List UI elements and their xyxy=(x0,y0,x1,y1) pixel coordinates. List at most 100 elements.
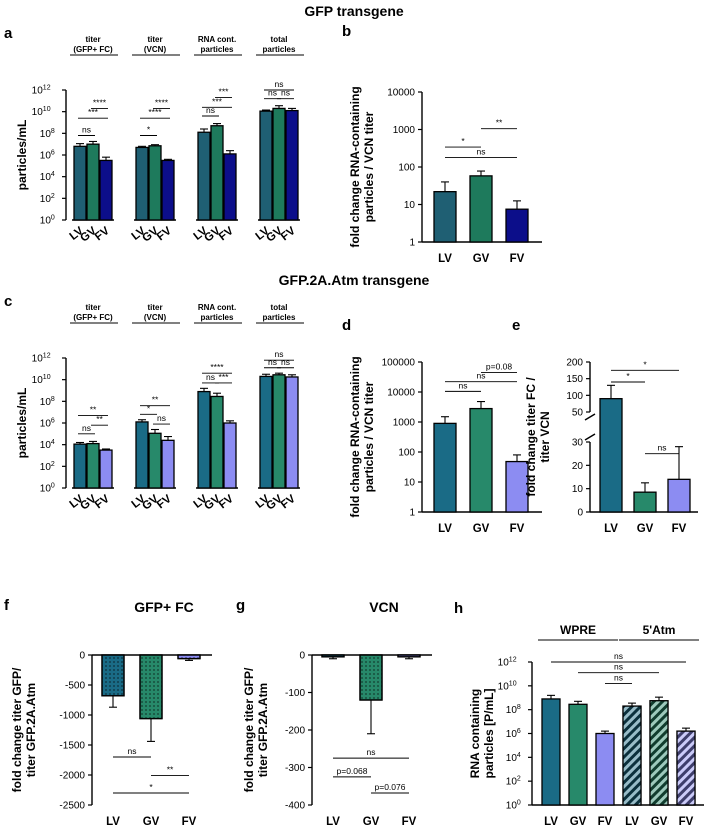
h-ylabel-line: particles [P/mL] xyxy=(482,688,496,778)
f-GV-bar-pattern xyxy=(139,654,163,720)
f-y-tick-label: -2000 xyxy=(59,771,85,782)
h-y-tick-label: 102 xyxy=(506,776,521,788)
e-FV-bar xyxy=(667,478,691,513)
h-y-tick-exp: 8 xyxy=(517,704,521,711)
c-y-tick-exp: 8 xyxy=(51,396,55,403)
g-LV-bar-pattern xyxy=(321,654,345,658)
h-y-tick-label: 1012 xyxy=(498,657,517,669)
a-cat: FV xyxy=(279,225,298,244)
a-group-label: total xyxy=(271,35,288,44)
a-FV-bar xyxy=(161,159,175,221)
c-y-tick-label: 100 xyxy=(40,483,55,495)
h-y-tick-exp: 4 xyxy=(517,752,521,759)
a-y-tick-exp: 4 xyxy=(51,171,55,178)
a-sig-label: * xyxy=(147,125,151,135)
c-sig-label: ns xyxy=(206,372,215,382)
e-cat-label: GV xyxy=(637,523,654,535)
c-y-tick-label: 102 xyxy=(40,461,55,473)
a-sig-label: **** xyxy=(155,97,169,107)
a-sig-label: ns xyxy=(281,88,290,98)
a-y-tick-label: 100 xyxy=(40,215,55,227)
a-group-label: titer xyxy=(147,35,162,44)
h-GV-bar xyxy=(568,703,588,806)
d-y-tick-label: 100 xyxy=(398,448,415,459)
e-y-tick-label: 10 xyxy=(572,484,584,495)
g-cat-label: LV xyxy=(326,816,340,828)
f-y-tick-label: 0 xyxy=(79,651,85,662)
c-LV-bar xyxy=(73,443,87,489)
d-cat-label: LV xyxy=(438,523,452,535)
h-y-tick-label: 108 xyxy=(506,704,521,716)
c-sig-label: ns xyxy=(157,413,166,423)
d-y-tick-label: 10 xyxy=(404,478,416,489)
panel-label-h: h xyxy=(454,600,463,617)
c-y-tick-exp: 4 xyxy=(51,439,55,446)
h-LV-bar-pattern xyxy=(622,705,642,806)
b-ylabel: fold change RNA-containing particles / VC… xyxy=(348,86,376,247)
f-ylabel: fold change titer GFP/titer GFP.2A.Atm xyxy=(10,667,38,792)
a-GV-bar xyxy=(86,143,100,221)
a-y-tick-exp: 6 xyxy=(51,150,55,157)
c-cat-label: FV xyxy=(279,493,298,512)
c-sig-label: * xyxy=(147,403,151,413)
a-y-tick-label: 106 xyxy=(40,150,55,162)
e-GV-bar xyxy=(633,491,657,513)
a-sig-label: **** xyxy=(93,97,107,107)
f-cat-label: LV xyxy=(106,816,120,828)
c-group-label: total xyxy=(271,303,288,312)
a-group-label: titer xyxy=(85,35,100,44)
d-sig-label: ns xyxy=(477,371,486,381)
h-y-tick-label: 100 xyxy=(506,800,521,812)
b-ylabel-line: particles / VCN titer xyxy=(362,111,376,222)
section-header-gfp2a: GFP.2A.Atm transgene xyxy=(279,272,430,288)
c-y-tick-label: 1012 xyxy=(32,353,51,365)
panel-label-b: b xyxy=(342,23,351,40)
c-cat: FV xyxy=(279,493,298,512)
a-y-tick-label: 108 xyxy=(40,128,55,140)
e-sig-label: * xyxy=(626,371,630,381)
a-LV-bar xyxy=(259,110,273,221)
g-sig-label: ns xyxy=(367,747,376,757)
d-y-tick-label: 10000 xyxy=(387,388,415,399)
c-y-tick-exp: 10 xyxy=(43,374,51,381)
a-cat: FV xyxy=(93,225,112,244)
a-sig-label: ns xyxy=(268,88,277,98)
e-y-tick-label: 100 xyxy=(566,391,583,402)
b-cat-label: GV xyxy=(473,253,490,265)
g-cat-label: GV xyxy=(363,816,380,828)
g-ylabel: fold change titer GFP/titer GFP.2A.Atm xyxy=(242,667,270,792)
h-group-label: WPRE xyxy=(560,623,596,637)
g-sig-label: p=0.076 xyxy=(375,782,406,792)
h-cat-label: FV xyxy=(679,816,694,828)
c-group-label: titer xyxy=(147,303,162,312)
c-y-tick-label: 1010 xyxy=(32,374,51,386)
panel-label-g: g xyxy=(236,597,245,614)
e-y-tick-label: 50 xyxy=(572,408,584,419)
a-group-label: (VCN) xyxy=(144,45,167,54)
c-sig-label: ** xyxy=(96,414,103,424)
a-FV-bar xyxy=(223,153,237,221)
h-y-tick-label: 104 xyxy=(506,752,521,764)
g-cat-label: FV xyxy=(402,816,417,828)
c-sig-label: *** xyxy=(219,372,230,382)
f-sig-label: * xyxy=(149,782,153,792)
a-y-tick-label: 1012 xyxy=(32,85,51,97)
h-y-tick-exp: 10 xyxy=(509,680,517,687)
a-GV-bar xyxy=(272,107,286,221)
e-cat-label: LV xyxy=(604,523,618,535)
c-sig-label: ** xyxy=(152,395,159,405)
c-GV-bar xyxy=(272,374,286,489)
c-group-label: (VCN) xyxy=(144,313,167,322)
d-ylabel-line: fold change RNA-containing xyxy=(348,356,362,517)
a-ylabel-line: particles/mL xyxy=(15,120,29,191)
h-cat-label: LV xyxy=(625,816,639,828)
b-y-tick-label: 10000 xyxy=(387,88,415,99)
e-cat-label: FV xyxy=(672,523,687,535)
h-cat-label: FV xyxy=(598,816,613,828)
a-cat-label: FV xyxy=(279,225,298,244)
a-cat-label: FV xyxy=(155,225,174,244)
f-y-tick-label: -2500 xyxy=(59,801,85,812)
e-y-tick-label: 150 xyxy=(566,374,583,385)
b-y-tick-label: 100 xyxy=(398,163,415,174)
